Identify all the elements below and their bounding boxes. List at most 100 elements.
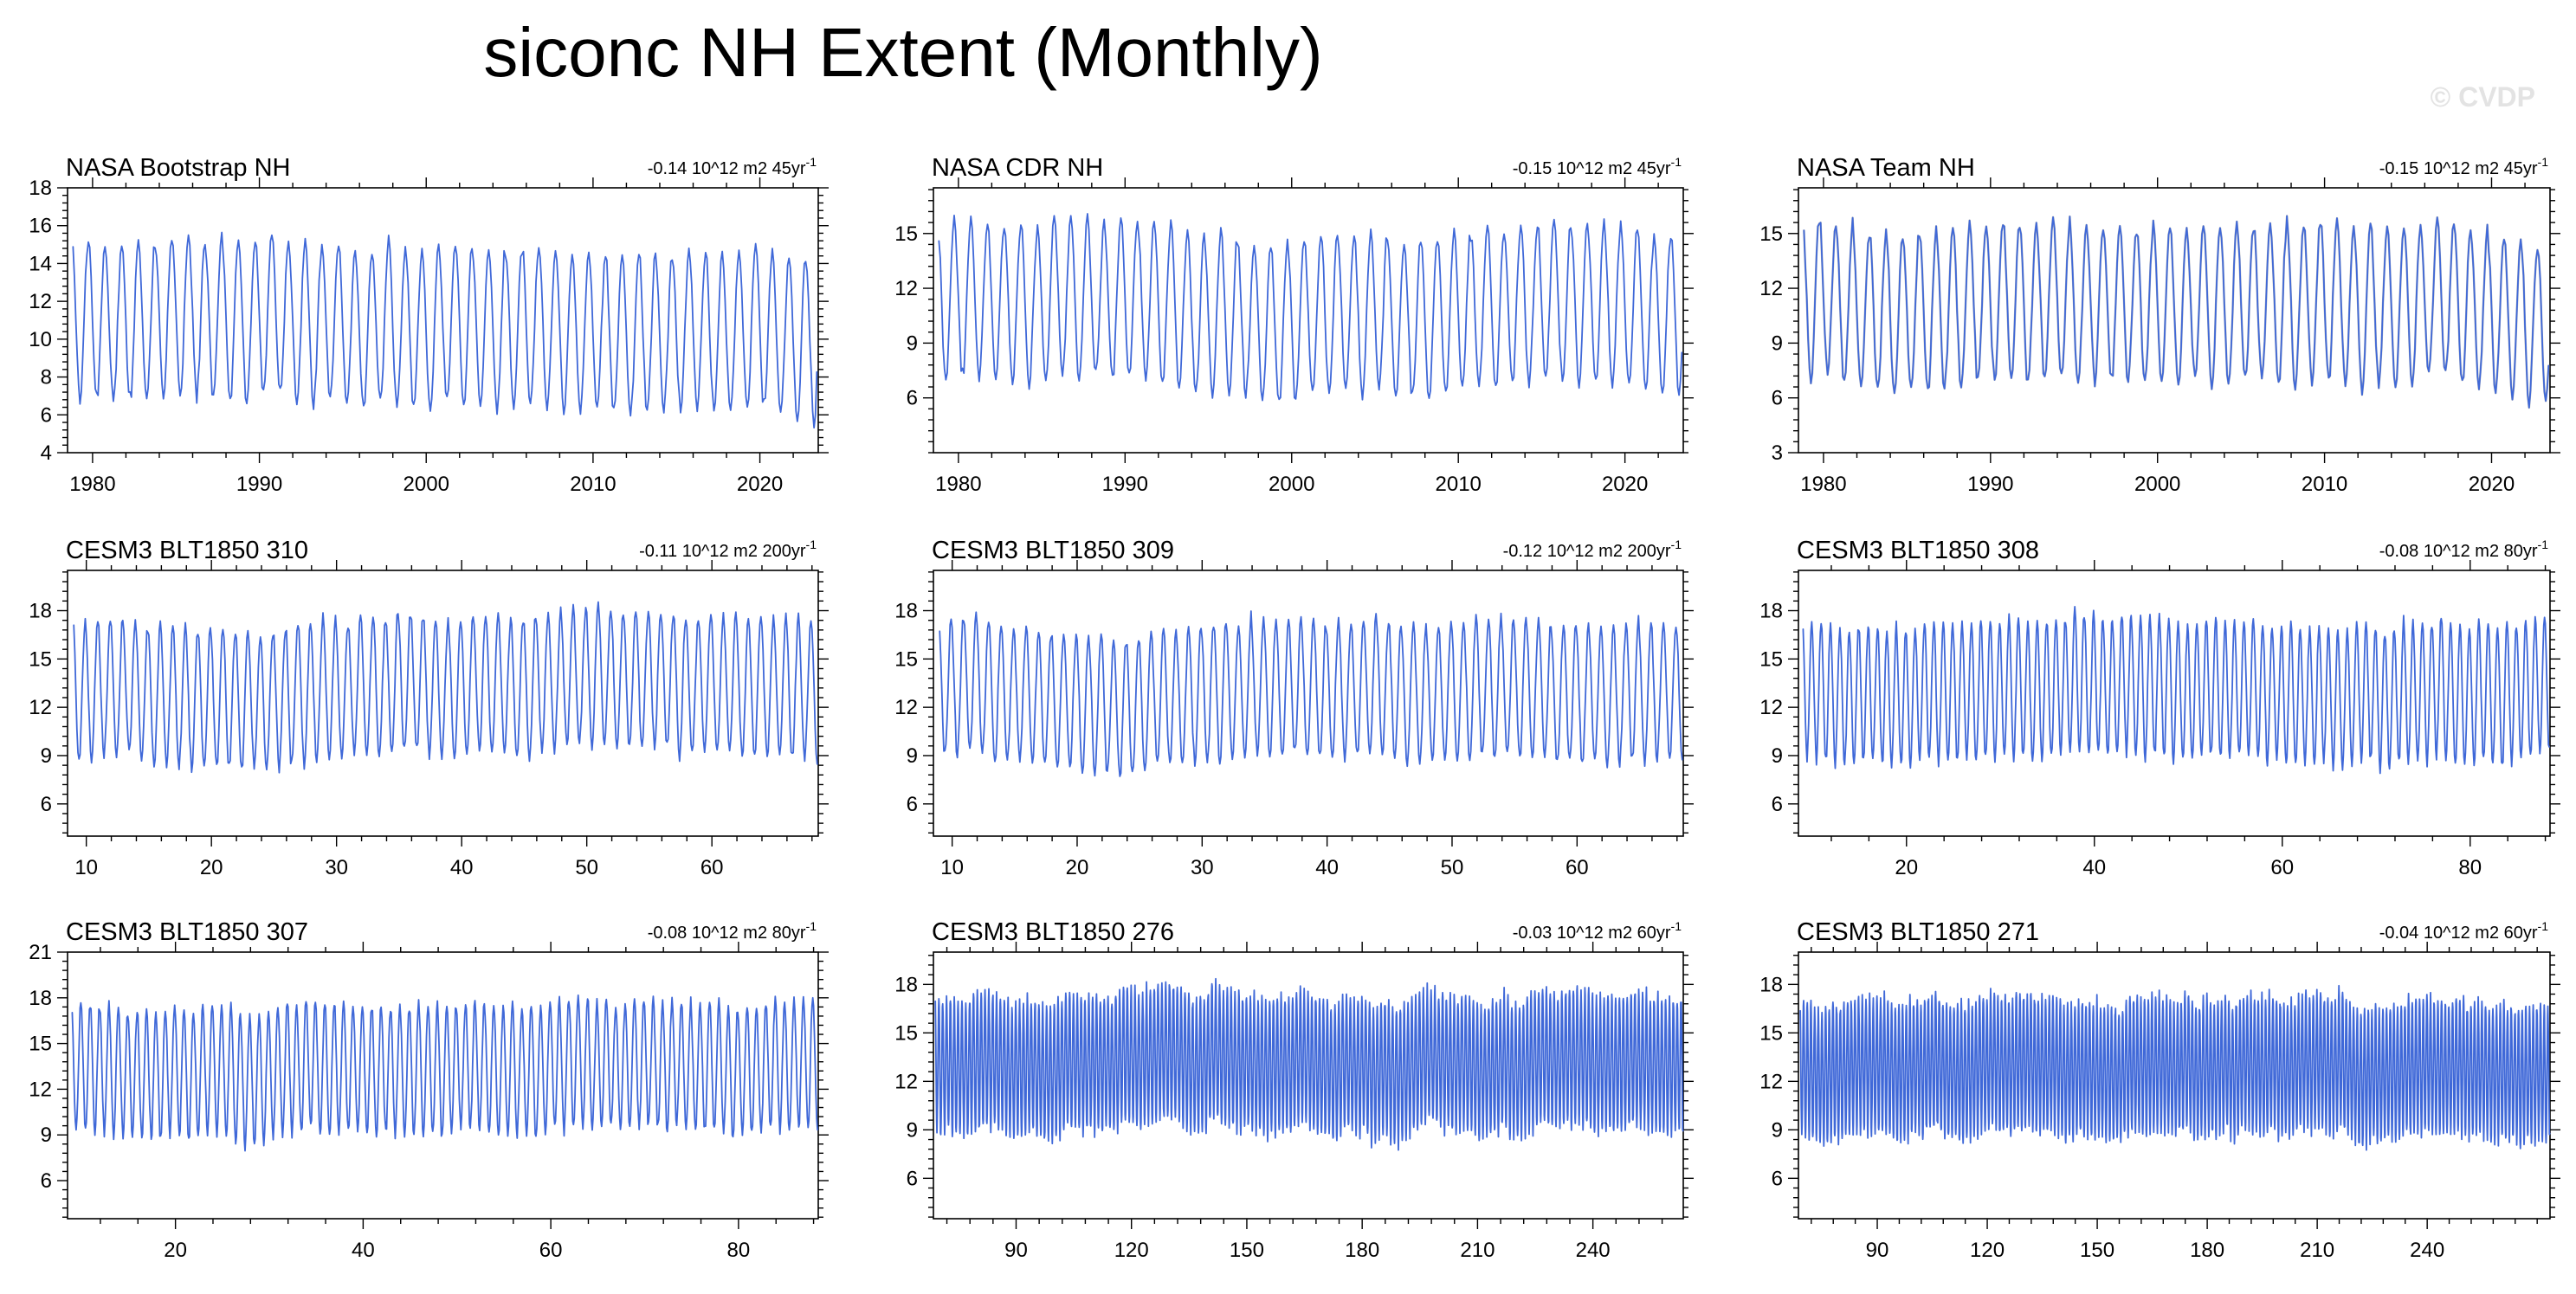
series-line — [939, 610, 1683, 777]
x-tick-label: 2010 — [1436, 473, 1482, 496]
y-tick-label: 15 — [894, 222, 918, 246]
y-tick-label: 12 — [29, 696, 52, 719]
panel-title: CESM3 BLT1850 276 — [932, 918, 1174, 946]
y-tick-label: 9 — [1772, 332, 1783, 355]
y-tick-label: 14 — [29, 252, 52, 275]
panel-6: CESM3 BLT1850 308 -0.08 10^12 m2 80yr-1 6 9… — [1759, 537, 2560, 879]
panel-7: CESM3 BLT1850 307 -0.08 10^12 m2 80yr-1 6 9… — [29, 918, 829, 1262]
x-tick-label: 20 — [1895, 856, 1918, 879]
panel-3: NASA Team NH -0.15 10^12 m2 45yr-1 3 6 9 12 15… — [1759, 154, 2560, 496]
x-tick-label: 40 — [352, 1239, 375, 1262]
x-tick-label: 90 — [1866, 1239, 1889, 1262]
plot-frame — [933, 187, 1684, 454]
x-tick-label: 1980 — [935, 473, 981, 496]
trend-exponent: -1 — [1671, 538, 1682, 551]
panel-trend-label: -0.03 10^12 m2 60yr-1 — [1513, 919, 1682, 943]
x-tick-label: 120 — [1970, 1239, 2005, 1262]
y-tick-label: 4 — [41, 441, 52, 465]
y-tick-label: 9 — [41, 1123, 52, 1147]
plot-frame — [1798, 570, 2551, 837]
y-tick-label: 15 — [894, 647, 918, 671]
y-tick-label: 9 — [1772, 744, 1783, 768]
x-tick-label: 40 — [1315, 856, 1339, 879]
x-tick-label: 2000 — [404, 473, 449, 496]
x-tick-label: 1980 — [1800, 473, 1846, 496]
x-tick-label: 180 — [1345, 1239, 1379, 1262]
x-tick-label: 180 — [2190, 1239, 2224, 1262]
x-tick-label: 10 — [940, 856, 964, 879]
panel-grid: NASA Bootstrap NH -0.14 10^12 m2 45yr-1 4 6… — [29, 154, 2560, 1262]
panel-trend-label: -0.12 10^12 m2 200yr-1 — [1503, 538, 1682, 561]
x-tick-label: 2000 — [1269, 473, 1314, 496]
y-tick-label: 18 — [29, 177, 52, 200]
x-tick-label: 20 — [164, 1239, 187, 1262]
y-tick-label: 15 — [1759, 647, 1783, 671]
plot-frame — [67, 951, 819, 1220]
y-tick-label: 6 — [1772, 793, 1783, 816]
plot-frame — [933, 951, 1684, 1220]
series-line — [73, 601, 818, 774]
x-tick-label: 60 — [539, 1239, 563, 1262]
plot-frame — [67, 187, 819, 454]
x-tick-label: 1980 — [69, 473, 115, 496]
x-tick-label: 20 — [1066, 856, 1089, 879]
panel-trend-label: -0.11 10^12 m2 200yr-1 — [639, 538, 817, 561]
x-tick-label: 30 — [1191, 856, 1214, 879]
x-tick-label: 210 — [2300, 1239, 2334, 1262]
x-tick-label: 20 — [200, 856, 223, 879]
plot-frame — [67, 570, 819, 837]
panel-title: NASA Bootstrap NH — [66, 154, 291, 182]
y-tick-label: 18 — [1759, 973, 1783, 996]
y-tick-label: 6 — [907, 1167, 918, 1190]
x-tick-label: 50 — [575, 856, 598, 879]
x-tick-label: 90 — [1004, 1239, 1028, 1262]
panel-trend-label: -0.14 10^12 m2 45yr-1 — [648, 155, 817, 178]
series-line — [934, 977, 1684, 1151]
panel-2: NASA CDR NH -0.15 10^12 m2 45yr-1 6 9 12 15 19… — [894, 154, 1694, 496]
y-tick-label: 16 — [29, 215, 52, 238]
x-tick-label: 60 — [2270, 856, 2294, 879]
panel-title: CESM3 BLT1850 271 — [1797, 918, 2039, 946]
plot-frame — [933, 570, 1684, 837]
series-line — [1803, 215, 2550, 409]
y-tick-label: 12 — [1759, 696, 1783, 719]
series-line — [72, 231, 818, 429]
x-tick-label: 240 — [2410, 1239, 2444, 1262]
panel-title: CESM3 BLT1850 310 — [66, 537, 308, 564]
trend-exponent: -1 — [1671, 919, 1682, 933]
trend-exponent: -1 — [1671, 155, 1682, 169]
panel-trend-label: -0.15 10^12 m2 45yr-1 — [1513, 155, 1682, 178]
panel-title: NASA Team NH — [1797, 154, 1975, 182]
x-tick-label: 210 — [1460, 1239, 1495, 1262]
figure-title: siconc NH Extent (Monthly) — [483, 14, 1322, 91]
x-tick-label: 240 — [1576, 1239, 1611, 1262]
y-tick-label: 12 — [1759, 1070, 1783, 1093]
x-tick-label: 40 — [450, 856, 474, 879]
x-tick-label: 2020 — [2469, 473, 2515, 496]
plot-frame — [1798, 951, 2551, 1220]
panel-trend-label: -0.08 10^12 m2 80yr-1 — [2379, 538, 2548, 561]
y-tick-label: 12 — [29, 290, 52, 313]
y-tick-label: 9 — [1772, 1118, 1783, 1142]
y-tick-label: 18 — [29, 987, 52, 1010]
y-tick-label: 9 — [907, 744, 918, 768]
trend-exponent: -1 — [2538, 919, 2549, 933]
y-tick-label: 15 — [29, 1033, 52, 1056]
y-tick-label: 6 — [1772, 1167, 1783, 1190]
panel-1: NASA Bootstrap NH -0.14 10^12 m2 45yr-1 4 6… — [29, 154, 829, 496]
y-tick-label: 15 — [1759, 222, 1783, 246]
x-tick-label: 2010 — [570, 473, 616, 496]
y-tick-label: 18 — [894, 600, 918, 623]
plot-frame — [1798, 187, 2551, 454]
x-tick-label: 50 — [1441, 856, 1464, 879]
x-tick-label: 2020 — [1602, 473, 1648, 496]
series-line — [1799, 984, 2551, 1151]
series-line — [71, 994, 818, 1152]
y-tick-label: 18 — [894, 973, 918, 996]
panel-title: CESM3 BLT1850 307 — [66, 918, 308, 946]
y-tick-label: 6 — [1772, 387, 1783, 410]
x-tick-label: 1990 — [1102, 473, 1148, 496]
y-tick-label: 12 — [894, 1070, 918, 1093]
y-tick-label: 12 — [894, 696, 918, 719]
y-tick-label: 8 — [41, 366, 52, 389]
